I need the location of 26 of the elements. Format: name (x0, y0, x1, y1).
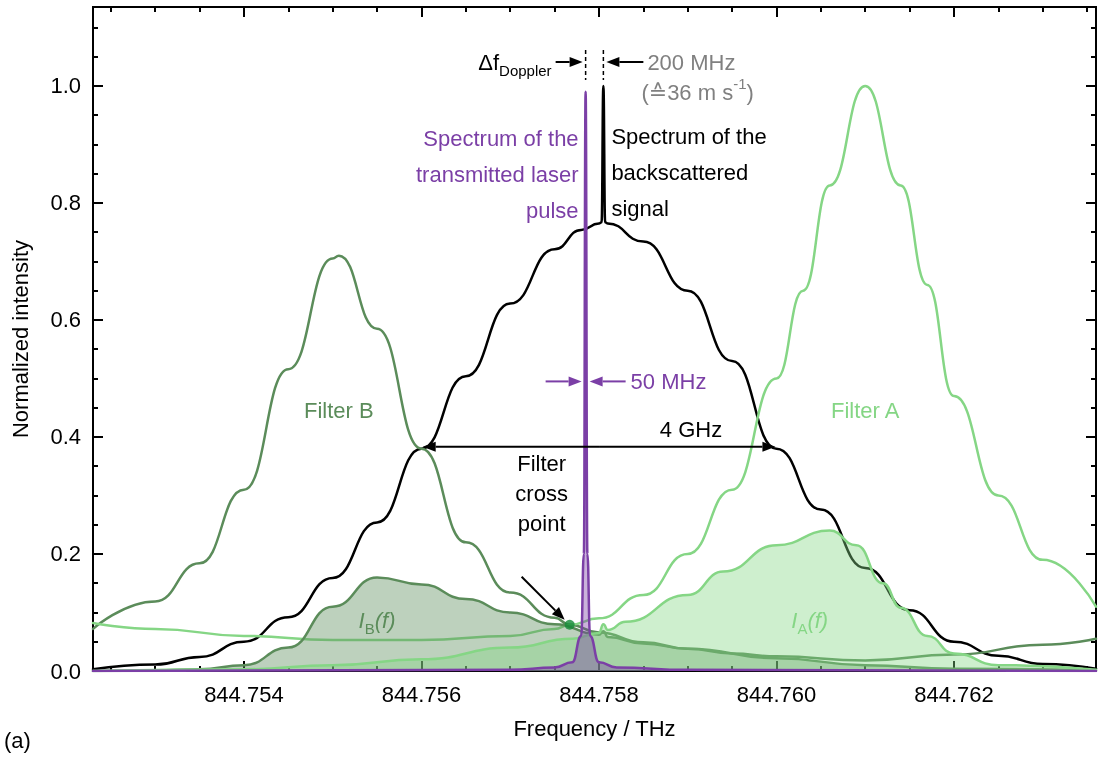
x-tick-label: 844.762 (914, 681, 994, 707)
series-label: I$_{A}$(f) (791, 607, 829, 637)
series-label: Spectrum of the transmitted laser pulse (416, 125, 579, 223)
annotation: Δf$_{Doppler}$ (478, 49, 552, 79)
annotation: 4 GHz (659, 416, 723, 442)
series-label: Filter B (304, 397, 374, 423)
x-tick-label: 844.754 (204, 681, 284, 707)
x-tick-label: 844.758 (559, 681, 639, 707)
text: (a) (4, 727, 31, 753)
x-tick-label: 844.756 (381, 681, 462, 707)
y-tick-label: 0.0 (50, 658, 81, 684)
y-tick-label: 1.0 (50, 73, 81, 99)
y-axis-title: Normalized intensity (7, 239, 33, 439)
annotation: (≙36 m s$^{-1}$) (641, 74, 754, 105)
x-axis-title: Frequency / THz (513, 715, 676, 741)
x-tick-label: 844.760 (736, 681, 817, 707)
series-label: I$_{B}$(f) (358, 607, 396, 638)
text: Filter A (830, 397, 900, 423)
y-tick-label: 0.8 (50, 190, 81, 216)
y-tick-label: 0.6 (50, 307, 81, 333)
y-tick-label: 0.4 (50, 424, 81, 450)
annotation: 50 MHz (630, 368, 707, 394)
annotation: Filter cross point (515, 450, 568, 536)
series-label: Spectrum of the backscattered signal (611, 123, 767, 221)
annotation: 200 MHz (647, 49, 736, 75)
y-tick-label: 0.2 (50, 541, 81, 567)
